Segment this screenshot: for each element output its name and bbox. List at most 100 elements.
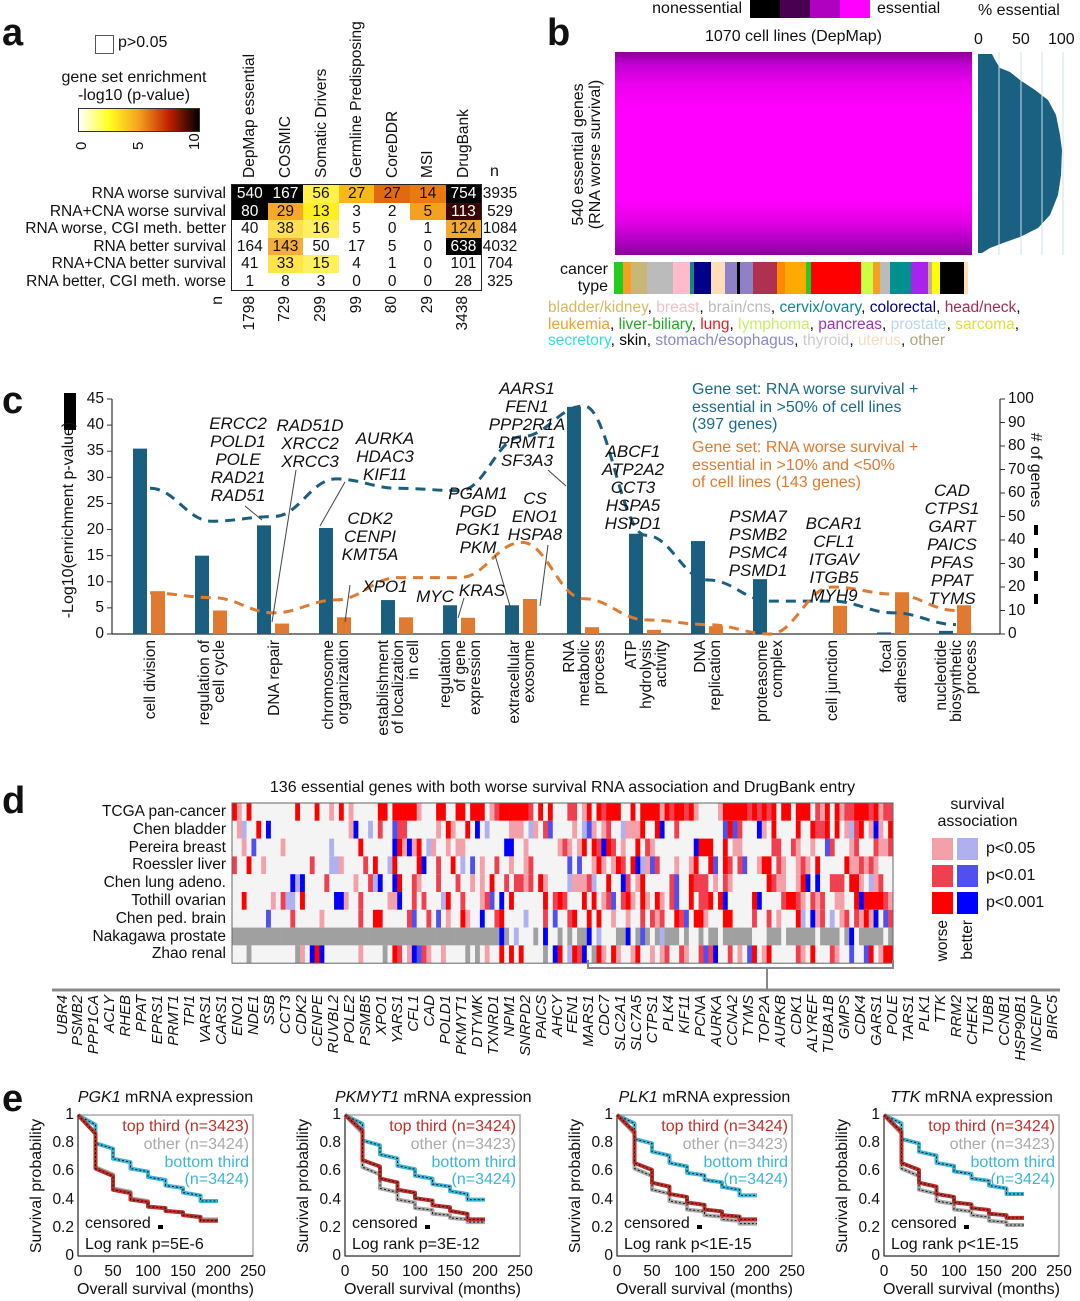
- heatmap-cell: [518, 909, 524, 928]
- colorbar-essential-label: essential: [877, 0, 941, 17]
- heatmap-cell: [470, 909, 476, 928]
- heatmap-cell: [372, 874, 379, 892]
- heatmap-cell: [756, 927, 763, 946]
- pct-tick: 50: [1012, 31, 1030, 48]
- heatmap-cell: [557, 803, 563, 821]
- heatmap-cell: [251, 892, 257, 910]
- heatmap-cell: [630, 892, 636, 910]
- heatmap-cell: [431, 909, 437, 928]
- legend-separator: ,: [729, 315, 739, 333]
- heatmap-cell: [679, 874, 685, 892]
- heatmap-cell: [727, 927, 733, 946]
- heatmap-cell: [499, 838, 505, 857]
- heatmap-cell: [878, 874, 884, 892]
- curve-legend: other (n=3423): [949, 1136, 1055, 1153]
- gene-label: CAD: [420, 995, 438, 1027]
- heatmap-cell: [416, 892, 422, 910]
- heatmap-cell: [693, 927, 699, 946]
- cancer-type-segment: [890, 262, 912, 294]
- gene-label: GMPS: [835, 995, 853, 1040]
- heatmap-cell: [353, 874, 359, 892]
- heatmap-cell: [820, 927, 826, 946]
- heatmap-cell: [295, 838, 301, 857]
- heatmap-cell: [834, 945, 840, 964]
- heatmap-cell: [844, 909, 850, 928]
- logrank-label: Log rank p<1E-15: [891, 1236, 1019, 1253]
- heatmap-cell: [732, 927, 738, 946]
- y-tick-label: 0.4: [591, 1190, 613, 1208]
- heatmap-cell: [664, 803, 670, 821]
- heatmap-cell: [372, 945, 379, 964]
- x-tick-label: 0: [73, 1263, 83, 1280]
- gene-label: POLD1: [436, 995, 454, 1045]
- cancer-type-segment: [810, 262, 862, 294]
- y-tick-label: 0.2: [52, 1218, 74, 1236]
- heatmap-cell: [523, 803, 529, 821]
- enrichment-cell: 4: [338, 255, 375, 273]
- cancer-type-segment: [740, 262, 753, 294]
- heatmap-cell: [863, 892, 869, 910]
- heatmap-cell: [839, 892, 845, 910]
- heatmap-cell: [766, 927, 772, 946]
- heatmap-cell: [790, 927, 797, 946]
- heatmap-cell: [824, 892, 831, 910]
- heatmap-cell: [688, 820, 695, 839]
- heatmap-cell: [684, 838, 690, 857]
- heatmap-cell: [499, 892, 505, 910]
- gene-label: TUBB: [979, 995, 997, 1036]
- heatmap-cell: [489, 874, 495, 892]
- censored-label: censored: [352, 1215, 418, 1232]
- heatmap-cell: [722, 820, 729, 839]
- heatmap-cell: [319, 803, 325, 821]
- heatmap-cell: [781, 874, 787, 892]
- heatmap-cell: [747, 874, 753, 892]
- heatmap-cell: [713, 820, 719, 839]
- heatmap-cell: [470, 803, 476, 821]
- bar-blue: [939, 630, 953, 634]
- gene-annotation: CDK2 CENPI KMT5A: [341, 509, 399, 564]
- heatmap-cell: [309, 820, 315, 839]
- legend-separator: ,: [861, 299, 870, 316]
- gene-label: SNRPD2: [516, 995, 534, 1056]
- cancer-type-segment: [784, 262, 806, 294]
- heatmap-cell: [475, 803, 481, 821]
- heatmap-cell: [377, 856, 383, 875]
- heatmap-cell: [513, 803, 520, 821]
- heatmap-cell: [324, 927, 330, 946]
- heatmap-cell: [236, 909, 243, 928]
- heatmap-cell: [810, 909, 816, 928]
- heatmap-cell: [795, 909, 801, 928]
- heatmap-cell: [232, 909, 238, 928]
- heatmap-cell: [290, 856, 296, 875]
- heatmap-cell: [834, 909, 840, 928]
- column-n: 299: [312, 296, 329, 322]
- heatmap-cell: [805, 856, 811, 875]
- heatmap-cell: [562, 838, 568, 857]
- heatmap-ylabel: 540 essential genes (RNA worse survival): [570, 72, 604, 237]
- heatmap-cell: [416, 945, 422, 964]
- heatmap-cell: [402, 874, 408, 892]
- row-n: 4032: [482, 237, 518, 255]
- heatmap-cell: [334, 838, 340, 857]
- heatmap-cell: [854, 945, 860, 964]
- heatmap-cell: [319, 945, 325, 964]
- heatmap-cell: [781, 892, 787, 910]
- heatmap-cell: [654, 820, 661, 839]
- heatmap-cell: [659, 909, 665, 928]
- heatmap-cell: [232, 874, 238, 892]
- heatmap-cell: [674, 856, 680, 875]
- heatmap-cell: [460, 803, 466, 821]
- heatmap-cell: [397, 820, 403, 839]
- heatmap-cell: [329, 856, 335, 875]
- gene-label: SSB: [261, 995, 279, 1026]
- heatmap-cell: [465, 945, 471, 964]
- heatmap-cell: [504, 820, 510, 839]
- bar-orange: [709, 626, 723, 634]
- legend-swatch-worse: [932, 892, 953, 914]
- legend-line: bladder/kidney, breast, brain/cns, cervi…: [548, 299, 1021, 317]
- heatmap-cell: [266, 945, 272, 964]
- heatmap-cell: [611, 803, 617, 821]
- plot-title: PKMYT1 mRNA expression: [335, 1089, 532, 1107]
- heatmap-cell: [863, 803, 869, 821]
- colorbar-segment: [780, 0, 810, 18]
